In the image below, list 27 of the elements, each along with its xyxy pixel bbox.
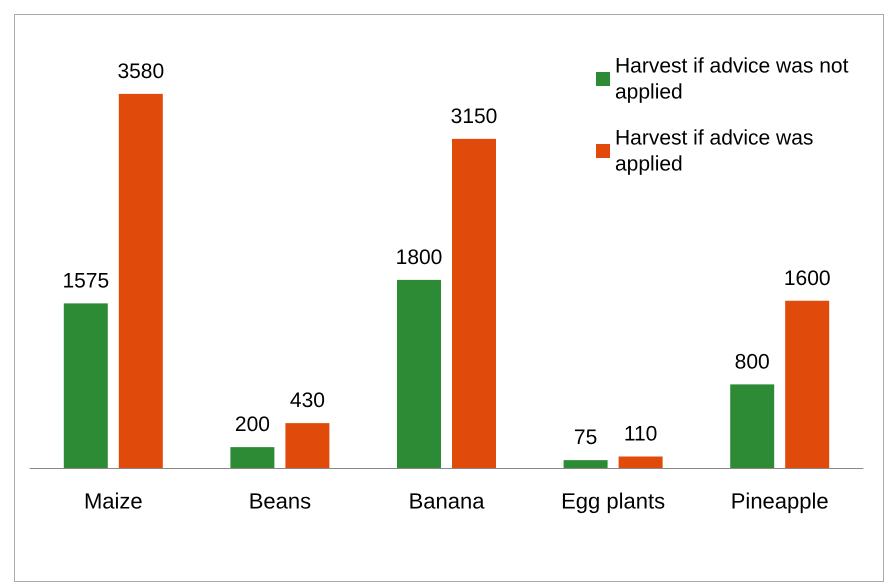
bar: [118, 94, 163, 468]
bar: [618, 456, 663, 468]
data-label: 1600: [784, 266, 831, 290]
bar: [64, 303, 108, 468]
data-label: 75: [574, 426, 598, 450]
x-tick-label: Beans: [248, 488, 312, 514]
x-tick-label: Banana: [408, 488, 486, 514]
bar: [285, 423, 330, 468]
legend-label: Harvest if advice was applied: [615, 126, 820, 176]
x-tick-label: Pineapple: [730, 488, 829, 514]
data-label: 800: [734, 350, 770, 374]
bar: [452, 138, 496, 468]
bar: [397, 280, 441, 468]
data-label: 3580: [117, 60, 164, 83]
data-label: 1800: [396, 246, 442, 269]
data-label: 1575: [62, 269, 110, 292]
bar: [730, 384, 774, 468]
data-label: 200: [234, 413, 270, 436]
data-label: 3150: [450, 104, 498, 128]
bar: [230, 447, 274, 468]
legend-label: Harvest if advice was not applied: [615, 54, 854, 104]
x-tick-label: Egg plants: [561, 488, 666, 514]
x-tick-label: Maize: [84, 488, 143, 514]
data-label: 110: [624, 422, 658, 446]
data-label: 430: [290, 389, 325, 412]
bar: [564, 460, 608, 468]
bar: [785, 300, 830, 468]
